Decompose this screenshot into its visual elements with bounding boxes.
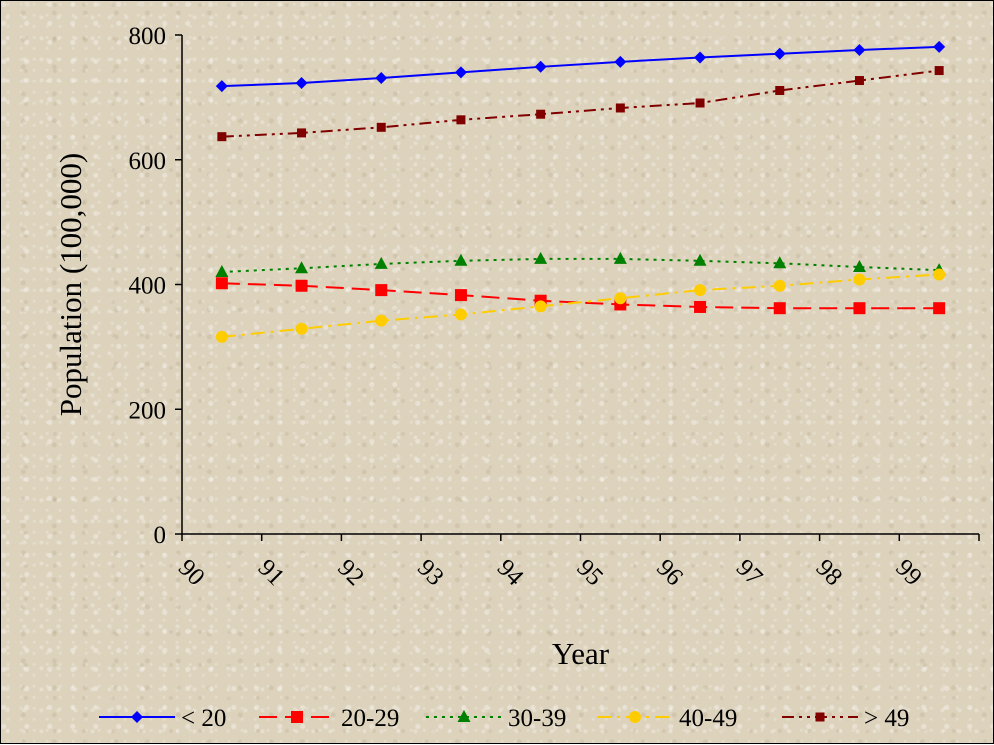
data-point: [693, 253, 707, 266]
data-point: [217, 132, 227, 142]
data-point: [694, 284, 707, 297]
x-axis-title: Year: [552, 636, 610, 671]
data-point: [615, 103, 625, 113]
series-line: [221, 257, 940, 274]
data-point: [297, 128, 307, 138]
series-line: [221, 45, 940, 88]
data-point: [215, 277, 228, 290]
legend-marker: [291, 711, 303, 723]
y-tick-label: 400: [129, 273, 167, 300]
series-4: [215, 268, 946, 343]
x-tick-label: 91: [253, 554, 290, 591]
data-point: [933, 268, 946, 281]
data-point: [215, 80, 228, 93]
data-point: [694, 300, 707, 313]
legend-item: 40-49: [597, 705, 737, 732]
data-point: [454, 308, 467, 321]
data-point: [614, 292, 627, 305]
data-point: [375, 72, 388, 85]
data-point: [536, 109, 546, 119]
x-tick-label: 94: [492, 554, 529, 591]
data-point: [295, 261, 309, 274]
data-point: [456, 115, 466, 125]
data-point: [773, 302, 786, 315]
legend: < 20 20-29 30-39 40-49 > 49: [99, 705, 909, 732]
legend-label: < 20: [181, 705, 226, 732]
data-point: [215, 330, 228, 343]
y-tick-label: 0: [154, 522, 167, 549]
data-point: [295, 322, 308, 335]
data-point: [933, 40, 946, 53]
series-line: [221, 273, 940, 338]
data-point: [534, 60, 547, 73]
x-tick-label: 93: [412, 554, 449, 591]
x-tick-label: 95: [571, 554, 608, 591]
legend-label: > 49: [864, 705, 909, 732]
data-point: [534, 300, 547, 313]
x-tick-label: 92: [332, 554, 369, 591]
data-point: [375, 314, 388, 327]
data-point: [374, 256, 388, 269]
legend-item: 20-29: [259, 705, 399, 732]
data-point: [852, 260, 866, 273]
series-line: [221, 69, 940, 138]
data-point: [613, 251, 627, 264]
legend-marker: [815, 712, 825, 722]
data-point: [773, 256, 787, 269]
legend-item: < 20: [99, 705, 226, 732]
data-point: [454, 66, 467, 79]
data-point: [454, 253, 468, 266]
data-point: [853, 43, 866, 56]
data-point: [215, 265, 229, 278]
data-point: [295, 279, 308, 292]
legend-marker: [629, 711, 641, 723]
series-layer: [215, 40, 946, 343]
y-axis-title: Population (100,000): [53, 153, 88, 417]
data-point: [854, 76, 864, 86]
series-1: [215, 40, 946, 93]
y-tick-label: 200: [129, 397, 167, 424]
x-tick-label: 99: [890, 554, 927, 591]
series-line: [221, 282, 940, 310]
data-point: [695, 98, 705, 108]
legend-marker: [131, 711, 143, 723]
legend-marker: [457, 710, 471, 722]
x-tick-label: 90: [173, 554, 210, 591]
data-point: [454, 289, 467, 302]
legend-label: 40-49: [679, 705, 737, 732]
y-tick-label: 600: [129, 148, 167, 175]
data-point: [614, 55, 627, 68]
legend-label: 20-29: [341, 705, 399, 732]
data-point: [694, 51, 707, 64]
data-point: [934, 66, 944, 76]
y-tick-label: 800: [129, 23, 167, 50]
data-point: [853, 273, 866, 286]
legend-item: > 49: [782, 705, 909, 732]
legend-item: 30-39: [426, 705, 566, 732]
data-point: [853, 302, 866, 315]
data-point: [375, 284, 388, 297]
series-5: [217, 66, 944, 142]
data-point: [376, 122, 386, 132]
data-point: [773, 47, 786, 60]
x-tick-label: 98: [811, 554, 848, 591]
series-2: [215, 277, 946, 315]
data-point: [295, 77, 308, 90]
legend-label: 30-39: [508, 705, 566, 732]
data-point: [773, 279, 786, 292]
data-point: [534, 251, 548, 264]
series-3: [215, 251, 946, 278]
data-point: [775, 86, 785, 96]
x-tick-label: 96: [651, 554, 688, 591]
data-point: [933, 302, 946, 315]
x-tick-label: 97: [731, 554, 768, 591]
